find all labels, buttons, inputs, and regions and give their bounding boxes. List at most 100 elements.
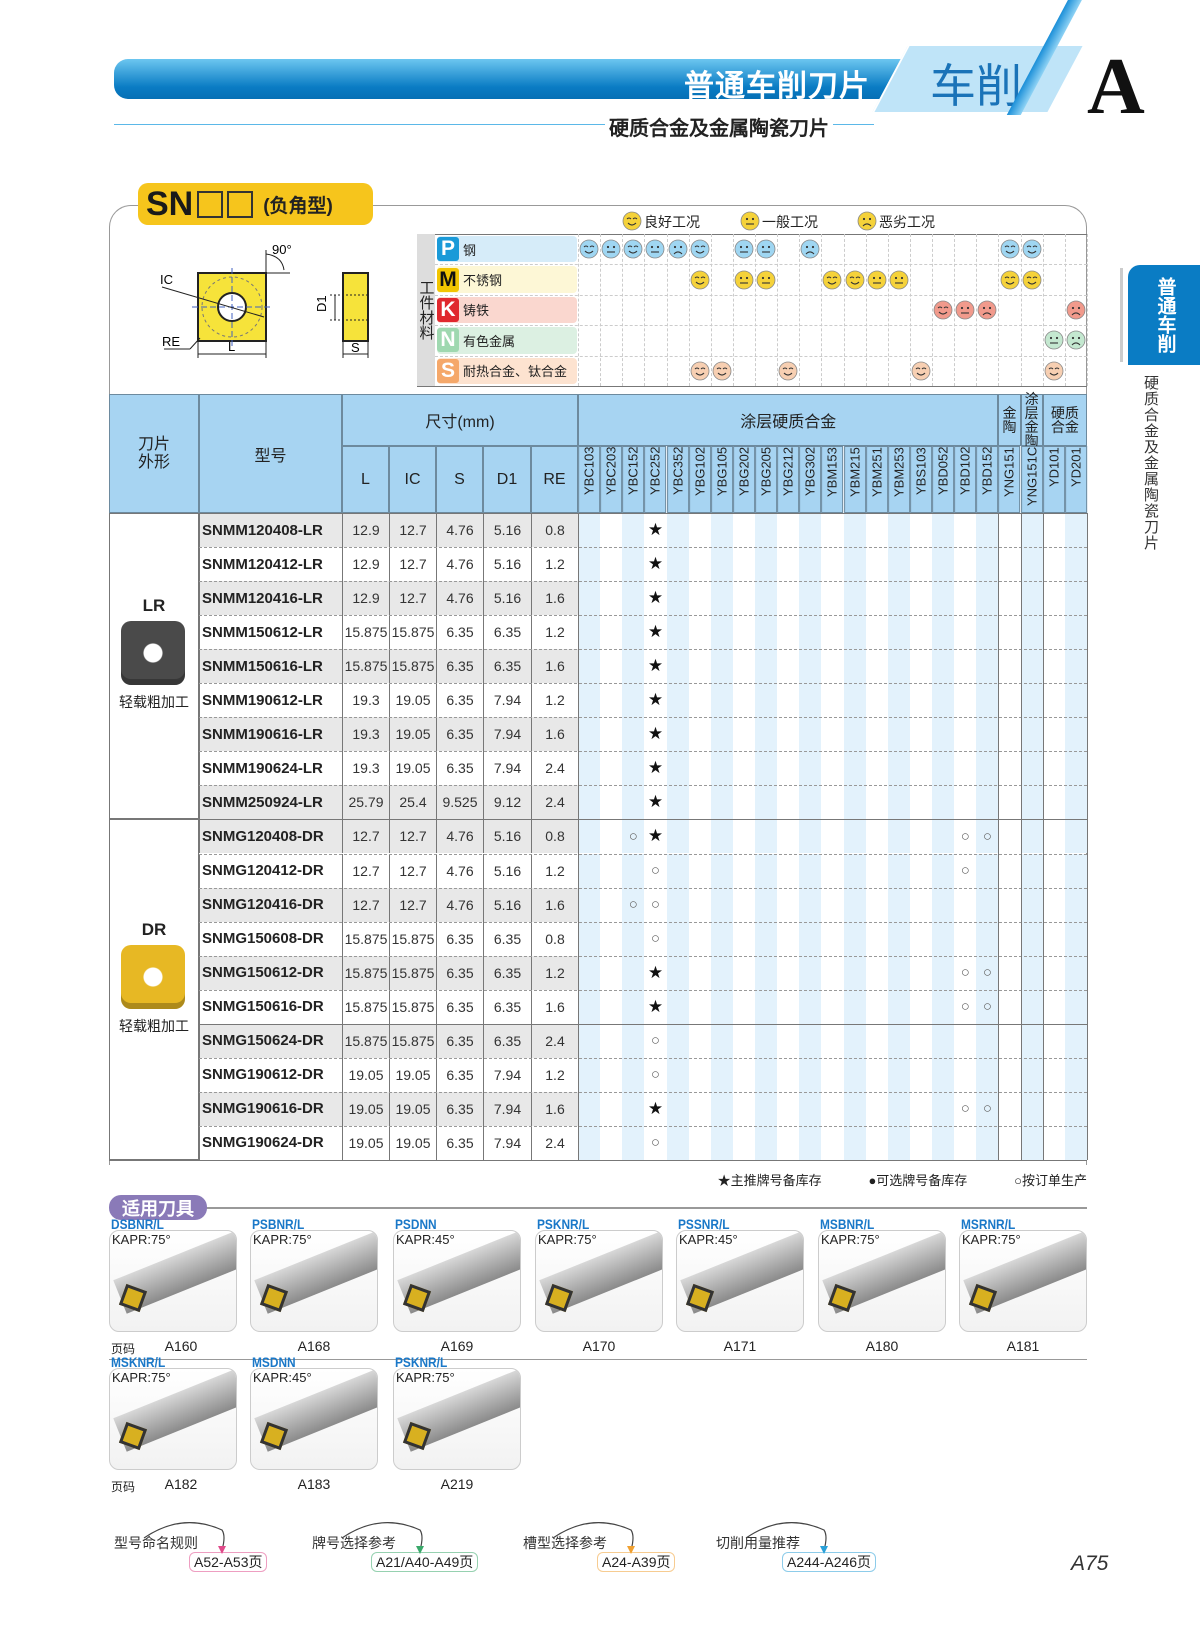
tool-name[interactable]: MSRNR/L bbox=[961, 1216, 1016, 1232]
row-line bbox=[199, 547, 1087, 549]
tool-card[interactable] bbox=[676, 1230, 804, 1332]
tool-kapr: KAPR:75° bbox=[253, 1232, 312, 1247]
tool-name[interactable]: PSKNR/L bbox=[395, 1354, 448, 1370]
reference-page-link[interactable]: A52-A53页 bbox=[189, 1552, 268, 1572]
mat-grid-line bbox=[954, 234, 956, 386]
grade-cell bbox=[865, 1023, 888, 1058]
mat-rule bbox=[417, 234, 1087, 235]
tool-card[interactable] bbox=[818, 1230, 946, 1332]
grade-cell bbox=[578, 955, 601, 990]
tool-name[interactable]: MSKNR/L bbox=[111, 1354, 166, 1370]
tool-card[interactable] bbox=[393, 1368, 521, 1470]
grade-cell bbox=[932, 547, 955, 582]
grade-cell bbox=[887, 717, 910, 752]
l-label: L bbox=[228, 339, 235, 354]
grade-cell bbox=[732, 1023, 756, 1058]
page-subtitle: 硬质合金及金属陶瓷刀片 bbox=[605, 112, 833, 141]
tool-name[interactable]: PSSNR/L bbox=[678, 1216, 730, 1232]
grade-cell bbox=[976, 887, 999, 922]
grade-cell bbox=[622, 581, 645, 616]
mat-grid-line bbox=[843, 234, 845, 386]
grade-cell bbox=[732, 989, 756, 1024]
tool-name[interactable]: MSDNN bbox=[252, 1354, 296, 1370]
grade-cell bbox=[755, 819, 778, 854]
series-type: (负角型) bbox=[263, 195, 333, 217]
tool-card[interactable] bbox=[535, 1230, 663, 1332]
tool-page-link[interactable]: A181 bbox=[1006, 1338, 1040, 1354]
dim-cell-L: 19.3 bbox=[342, 717, 389, 752]
tool-card[interactable] bbox=[109, 1368, 237, 1470]
header-grade: YBG205 bbox=[755, 446, 778, 513]
header-grade: YNG151 bbox=[998, 446, 1021, 513]
dim-cell-RE: 1.6 bbox=[531, 1091, 578, 1126]
grade-cell bbox=[600, 785, 623, 820]
grade-cell bbox=[688, 819, 711, 854]
model-cell: SNMG150612-DR bbox=[199, 955, 342, 990]
placeholder-box bbox=[197, 190, 224, 218]
grade-cell bbox=[909, 581, 933, 616]
grade-cell bbox=[932, 989, 955, 1024]
model-cell: SNMG120408-DR bbox=[199, 819, 342, 854]
grade-cell bbox=[998, 1091, 1021, 1126]
tool-name[interactable]: PSKNR/L bbox=[537, 1216, 590, 1232]
grade-cell bbox=[909, 547, 933, 582]
grade-cell bbox=[666, 581, 689, 616]
tool-page-link[interactable]: A169 bbox=[440, 1338, 474, 1354]
tool-page-link[interactable]: A183 bbox=[297, 1476, 331, 1492]
grade-cell bbox=[954, 785, 977, 820]
tool-page-link[interactable]: A180 bbox=[865, 1338, 899, 1354]
tool-card[interactable] bbox=[109, 1230, 237, 1332]
reference-page-link[interactable]: A24-A39页 bbox=[597, 1552, 676, 1572]
mat-row-line bbox=[435, 264, 1087, 266]
reference-page-link[interactable]: A244-A246页 bbox=[782, 1552, 877, 1572]
grade-cell bbox=[821, 581, 844, 616]
tool-card[interactable] bbox=[393, 1230, 521, 1332]
grade-cell bbox=[887, 1023, 910, 1058]
tool-page-link[interactable]: A182 bbox=[164, 1476, 198, 1492]
tool-page-link[interactable]: A168 bbox=[297, 1338, 331, 1354]
tool-name[interactable]: DSBNR/L bbox=[111, 1216, 164, 1232]
circle-mark: ○ bbox=[650, 1134, 660, 1152]
dim-cell-L: 15.875 bbox=[342, 989, 389, 1024]
tool-page-link[interactable]: A219 bbox=[440, 1476, 474, 1492]
tool-name[interactable]: MSBNR/L bbox=[820, 1216, 875, 1232]
grade-cell bbox=[777, 581, 800, 616]
face-bad-icon bbox=[977, 300, 997, 320]
grade-cell bbox=[799, 819, 822, 854]
tool-page-link[interactable]: A170 bbox=[582, 1338, 616, 1354]
grade-cell bbox=[954, 819, 977, 854]
tool-page-link[interactable]: A171 bbox=[723, 1338, 757, 1354]
reference-label: 型号命名规则 bbox=[114, 1535, 198, 1551]
grade-cell bbox=[887, 1125, 910, 1160]
grade-cell bbox=[865, 683, 888, 718]
tool-card[interactable] bbox=[959, 1230, 1087, 1332]
grade-cell bbox=[887, 683, 910, 718]
tool-card[interactable] bbox=[250, 1368, 378, 1470]
grade-cell bbox=[821, 513, 844, 548]
mat-grid-line bbox=[799, 234, 801, 386]
circle-mark: ○ bbox=[650, 1066, 660, 1084]
workpiece-label: 工件材料 bbox=[417, 234, 435, 386]
grade-cell bbox=[622, 717, 645, 752]
tool-name[interactable]: PSBNR/L bbox=[252, 1216, 305, 1232]
grade-cell bbox=[954, 615, 977, 650]
grade-cell bbox=[821, 1125, 844, 1160]
row-line bbox=[199, 615, 1087, 617]
grade-cell bbox=[954, 547, 977, 582]
reference-page-link[interactable]: A21/A40-A49页 bbox=[371, 1552, 479, 1572]
tool-page-link[interactable]: A160 bbox=[164, 1338, 198, 1354]
side-tab-turning[interactable]: 普通车削 bbox=[1128, 265, 1200, 365]
material-K: K 铸铁 bbox=[437, 296, 577, 324]
grade-cell bbox=[578, 751, 601, 786]
grade-cell bbox=[1020, 989, 1043, 1024]
dim-cell-IC: 12.7 bbox=[389, 547, 436, 582]
grade-cell bbox=[821, 649, 844, 684]
tool-card[interactable] bbox=[250, 1230, 378, 1332]
grade-cell bbox=[799, 853, 822, 888]
grade-cell bbox=[622, 513, 645, 548]
dim-cell-L: 15.875 bbox=[342, 649, 389, 684]
tool-name[interactable]: PSDNN bbox=[395, 1216, 437, 1232]
grade-cell bbox=[843, 955, 866, 990]
tool-kapr: KAPR:45° bbox=[679, 1232, 738, 1247]
grade-cell bbox=[799, 683, 822, 718]
